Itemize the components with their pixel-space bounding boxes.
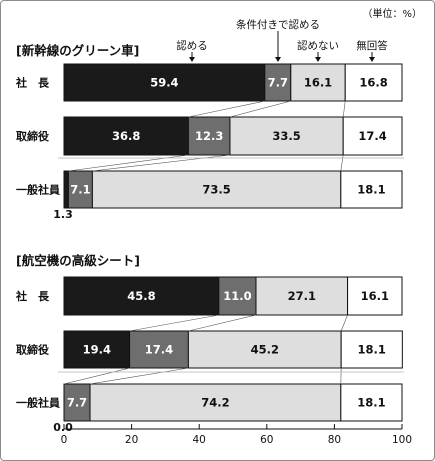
data-label: 18.1: [357, 396, 385, 410]
data-label: 7.7: [67, 396, 87, 410]
data-label: 0.0: [53, 421, 73, 434]
data-label: 7.1: [70, 183, 90, 197]
data-label: 16.8: [359, 76, 387, 90]
category-label: 社 長: [15, 289, 50, 303]
category-label: 社 長: [15, 76, 50, 90]
data-label: 12.3: [195, 129, 223, 143]
connector-line: [340, 154, 344, 172]
connector-line: [188, 314, 257, 332]
bar-segment: [264, 63, 292, 102]
bar-segment: [89, 383, 342, 422]
legend-label: 条件付きで認める: [236, 18, 320, 31]
data-label: 17.4: [358, 129, 386, 143]
connector-line: [129, 314, 219, 332]
category-label: 一般社員: [16, 396, 60, 410]
data-label: 7.7: [268, 76, 288, 90]
bar-segment: [91, 170, 342, 209]
category-label: 取締役: [16, 343, 49, 357]
bar-segment: [342, 116, 403, 156]
connector-line: [63, 367, 130, 385]
bar-segment: [340, 330, 403, 369]
data-label: 18.1: [358, 343, 386, 357]
legend-arrow: [369, 57, 375, 62]
bar-segment: [187, 116, 231, 156]
connector-line: [342, 100, 346, 118]
connector-line: [340, 314, 348, 332]
x-tick-label: 80: [328, 434, 341, 446]
x-tick-label: 0: [61, 434, 68, 446]
connector-line: [92, 154, 230, 172]
legend-label: 認める: [176, 39, 208, 52]
bar-segment: [63, 170, 69, 209]
bar-segment: [347, 276, 403, 316]
data-label: 45.2: [251, 343, 279, 357]
bar-segment: [187, 330, 342, 369]
data-label: 73.5: [202, 183, 230, 197]
bar-segment: [218, 276, 257, 316]
data-label: 1.3: [53, 208, 73, 221]
bar-segment: [63, 116, 189, 156]
data-label: 11.0: [223, 289, 251, 303]
bar-segment: [340, 383, 403, 422]
data-label: 17.4: [145, 343, 173, 357]
connector-line: [229, 100, 291, 118]
data-label: 16.1: [304, 76, 332, 90]
x-tick-label: 100: [392, 434, 412, 446]
x-tick-label: 40: [193, 434, 206, 446]
data-label: 74.2: [201, 396, 229, 410]
bar-segment: [340, 170, 403, 209]
data-label: 19.4: [83, 343, 111, 357]
legend-arrow: [315, 57, 321, 62]
connector-line: [188, 100, 265, 118]
x-tick-label: 60: [260, 434, 273, 446]
data-label: 45.8: [127, 289, 155, 303]
bar-segment: [63, 63, 266, 102]
data-label: 16.1: [361, 289, 389, 303]
category-label: 一般社員: [16, 183, 60, 197]
bar-segment: [63, 276, 220, 316]
data-label: 33.5: [272, 129, 300, 143]
legend-label: 認めない: [297, 39, 339, 52]
legend-arrow: [275, 57, 281, 62]
data-label: 59.4: [150, 76, 178, 90]
bar-segment: [229, 116, 344, 156]
unit-label: （単位：%）: [362, 7, 422, 20]
legend-label: 無回答: [356, 39, 388, 52]
legend-arrow: [189, 57, 195, 62]
x-tick-label: 20: [125, 434, 138, 446]
data-label: 36.8: [112, 129, 140, 143]
data-label: 18.1: [357, 183, 385, 197]
connector-line: [68, 154, 189, 172]
bar-segment: [344, 63, 403, 102]
connector-line: [89, 367, 189, 385]
data-label: 27.1: [288, 289, 316, 303]
panel-title: [新幹線のグリーン車]: [16, 43, 139, 58]
panel-title: [航空機の高級シート]: [16, 253, 140, 268]
bar-segment: [255, 276, 349, 316]
category-label: 取締役: [16, 129, 49, 143]
